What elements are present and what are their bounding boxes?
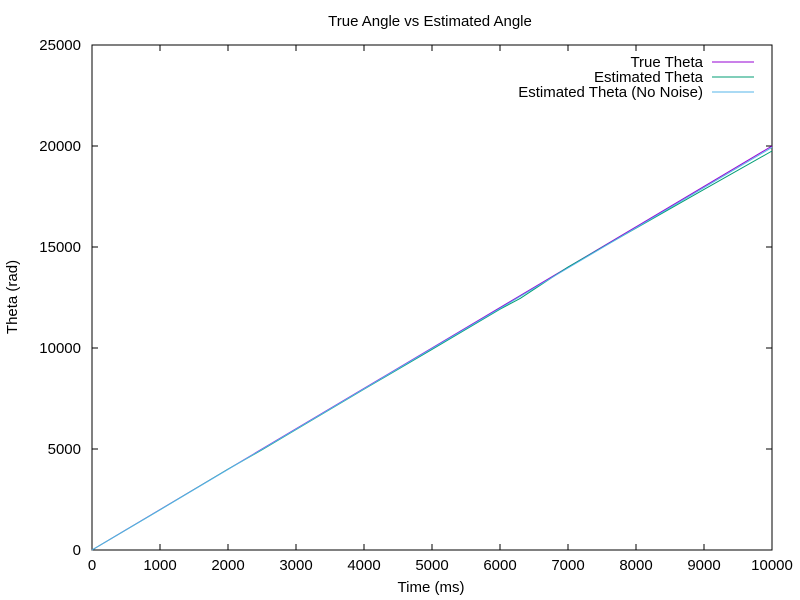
legend-label: Estimated Theta — [594, 69, 704, 86]
series-line-2 — [91, 146, 773, 551]
x-tick-label: 0 — [88, 557, 96, 574]
plot-frame — [91, 44, 773, 551]
legend-label: True Theta — [630, 54, 703, 71]
x-axis-label: Time (ms) — [398, 579, 465, 596]
y-tick-label: 10000 — [39, 340, 81, 357]
chart-title: True Angle vs Estimated Angle — [328, 13, 532, 30]
x-tick-label: 8000 — [619, 557, 652, 574]
ticks-layer: 0 1000 2000 3000 4000 5000 6000 7000 8000 9000 100… — [39, 37, 793, 574]
x-tick-label: 1000 — [143, 557, 176, 574]
x-tick-label: 4000 — [347, 557, 380, 574]
x-tick-label: 5000 — [415, 557, 448, 574]
x-tick-label: 7000 — [551, 557, 584, 574]
y-axis-label: Theta (rad) — [4, 260, 21, 334]
x-tick-label: 6000 — [483, 557, 516, 574]
x-tick-label: 9000 — [687, 557, 720, 574]
y-tick-label: 20000 — [39, 138, 81, 155]
y-tick-label: 15000 — [39, 239, 81, 256]
y-tick-label: 5000 — [48, 441, 81, 458]
x-tick-label: 2000 — [211, 557, 244, 574]
x-tick-label: 3000 — [279, 557, 312, 574]
series-layer — [91, 145, 773, 551]
legend-label: Estimated Theta (No Noise) — [518, 84, 703, 101]
y-tick-label: 0 — [73, 542, 81, 559]
x-tick-label: 10000 — [751, 557, 793, 574]
y-tick-label: 25000 — [39, 37, 81, 54]
